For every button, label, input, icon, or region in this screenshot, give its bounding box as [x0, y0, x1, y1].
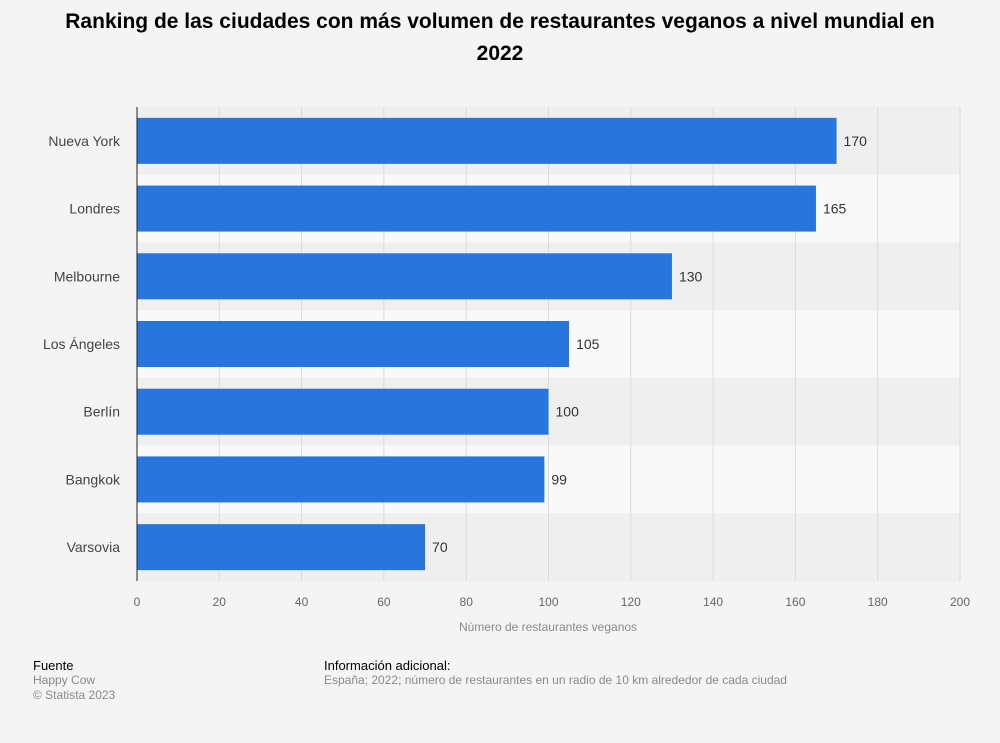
x-tick-label: 0: [134, 595, 141, 609]
x-axis-label: Número de restaurantes veganos: [459, 620, 637, 634]
x-tick-label: 180: [868, 595, 888, 609]
category-label: Berlín: [83, 404, 120, 420]
data-label: 99: [551, 471, 567, 487]
x-tick-label: 40: [295, 595, 309, 609]
source-block: Fuente Happy Cow © Statista 2023: [33, 658, 115, 703]
data-label: 165: [823, 201, 847, 217]
chart-title: Ranking de las ciudades con más volumen …: [65, 10, 935, 65]
bar: [137, 117, 837, 164]
data-label: 70: [432, 539, 448, 555]
x-tick-label: 100: [538, 595, 558, 609]
bar: [137, 524, 426, 571]
x-tick-label: 200: [950, 595, 970, 609]
source-name: Happy Cow: [33, 673, 96, 687]
source-heading: Fuente: [33, 658, 74, 673]
x-tick-label: 60: [377, 595, 391, 609]
data-label: 105: [576, 336, 600, 352]
copyright: © Statista 2023: [33, 688, 116, 702]
bar: [137, 185, 816, 232]
category-label: Nueva York: [48, 133, 121, 149]
x-tick-label: 120: [621, 595, 641, 609]
category-label: Varsovia: [67, 539, 121, 555]
data-label: 100: [556, 404, 580, 420]
x-tick-label: 140: [703, 595, 723, 609]
category-label: Londres: [69, 201, 120, 217]
data-label: 170: [844, 133, 868, 149]
bar: [137, 388, 549, 435]
bar: [137, 456, 545, 503]
data-label: 130: [679, 268, 703, 284]
bar: [137, 253, 672, 300]
x-tick-label: 20: [213, 595, 227, 609]
x-tick-label: 80: [460, 595, 474, 609]
bar: [137, 321, 570, 367]
category-label: Bangkok: [66, 471, 121, 487]
info-heading: Información adicional:: [324, 658, 451, 673]
category-label: Los Ángeles: [43, 336, 120, 352]
category-label: Melbourne: [54, 268, 120, 284]
info-text: España; 2022; número de restaurantes en …: [324, 673, 787, 687]
x-tick-label: 160: [785, 595, 805, 609]
info-block: Información adicional: España; 2022; núm…: [324, 658, 787, 688]
